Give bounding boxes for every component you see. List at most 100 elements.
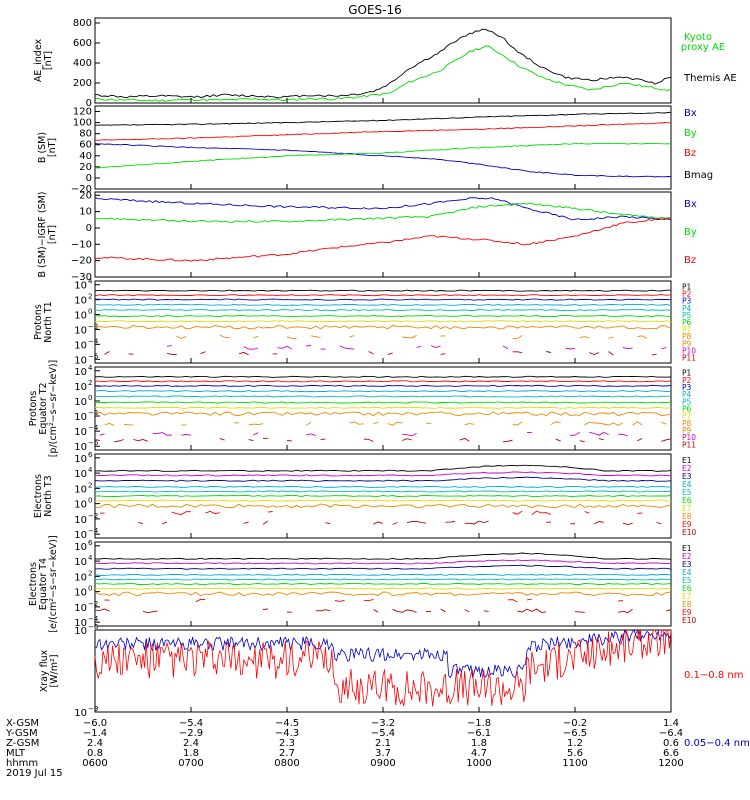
legend-bz: Bz (684, 255, 696, 266)
ylabel-line: B (SM) (37, 132, 48, 163)
ytick-exponent: −4 (88, 527, 99, 535)
ytick-base: 10 (74, 618, 87, 629)
flux-series-p3 (94, 384, 672, 387)
ytick-base: 10 (74, 325, 87, 336)
flux-series-p8 (94, 411, 672, 417)
flux-series-e8 (94, 591, 672, 597)
legend-e2: E2 (682, 464, 692, 473)
xaxis-cell-mlt: 3.7 (375, 748, 391, 759)
ytick-base: 10 (74, 397, 87, 408)
ytick-label: 800 (73, 18, 92, 29)
flux-series-e9 (100, 511, 662, 515)
legend-e6: E6 (682, 584, 692, 593)
flux-series-e8 (94, 503, 672, 509)
ytick-label: 20 (79, 190, 92, 201)
ytick-label: 10 (79, 207, 92, 218)
xaxis-cell-y: −6.1 (467, 728, 491, 739)
ytick-base: 10 (74, 542, 87, 553)
ytick-exponent: −6 (88, 352, 99, 360)
ytick-exponent: −2 (88, 322, 98, 330)
flux-series-e6 (94, 582, 672, 586)
bfield-series-bx (94, 142, 672, 178)
bfield-series-by (94, 202, 672, 223)
ylabel-line: AE_index (33, 39, 44, 83)
legend-p10: P10 (682, 346, 696, 355)
xaxis-cell-hhmm: 0700 (178, 758, 203, 769)
xaxis-cell-mlt: 4.7 (471, 748, 487, 759)
legend-p5: P5 (682, 397, 692, 406)
ylabel-line: Protons (28, 391, 39, 427)
ylabel-line: Electrons (33, 474, 44, 518)
legend-themis: Themis AE (683, 73, 737, 84)
xaxis-row-label: Z-GSM (6, 738, 39, 749)
legend-p4: P4 (682, 390, 692, 399)
xaxis-cell-hhmm: 1000 (466, 758, 491, 769)
ytick-exponent: 6 (88, 539, 93, 547)
xaxis-row-label: 2019 Jul 15 (6, 768, 63, 779)
ae-series-themis (94, 28, 672, 99)
flux-ylabel-3: Protons North T1 (33, 301, 54, 342)
ylabel-line: Equator T2 (38, 382, 49, 434)
legend-by: By (684, 128, 697, 139)
ytick-label: 20 (79, 162, 92, 173)
ylabel-line: North T1 (43, 301, 54, 342)
legend-e3: E3 (682, 472, 692, 481)
xaxis-cell-mlt: 5.6 (567, 748, 583, 759)
legend-e5: E5 (682, 488, 692, 497)
ytick-base: 10 (74, 708, 87, 719)
flux-series-p7 (94, 406, 672, 409)
ytick-exponent: −2 (88, 600, 98, 608)
flux-series-e4 (94, 573, 672, 576)
xaxis-cell-y: −1.4 (83, 728, 107, 739)
legend-e2: E2 (682, 552, 692, 561)
legend-p9: P9 (682, 339, 692, 348)
ytick-exponent: −6 (88, 439, 99, 447)
legend-p1: P1 (682, 283, 692, 292)
bfield-series-bz (94, 122, 671, 141)
flux-series-p1 (94, 289, 671, 292)
ytick-base: 10 (74, 454, 87, 465)
legend-e9: E9 (682, 608, 692, 617)
ytick-base: 10 (74, 603, 87, 614)
flux-series-p8 (94, 324, 672, 330)
flux-series-p2 (95, 380, 672, 383)
ytick-exponent: 0 (88, 585, 92, 593)
flux-series-e9 (105, 599, 647, 602)
legend-p2: P2 (682, 290, 692, 299)
legend-e10: E10 (682, 528, 697, 537)
flux-series-p3 (95, 298, 672, 301)
ylabel-line: [e/(cm²−s−sr−keV)] (48, 535, 59, 632)
legend-e7: E7 (682, 592, 692, 601)
figure-title: GOES-16 (348, 3, 402, 17)
ytick-base: 10 (74, 296, 87, 307)
flux-series-e5 (94, 578, 672, 581)
ae-ylabel: AE_index [nT] (33, 39, 54, 83)
legend-bx: Bx (684, 199, 697, 210)
legend-p7: P7 (682, 325, 692, 334)
xaxis-cell-x: −4.5 (275, 718, 299, 729)
xaxis-cell-y: −6.5 (563, 728, 587, 739)
xaxis-row-label: Y-GSM (5, 728, 38, 739)
ae-panel-frame (94, 17, 672, 104)
xaxis-cell-mlt: 0.8 (87, 748, 103, 759)
ytick-base: 10 (74, 588, 87, 599)
ytick-exponent: 2 (88, 379, 92, 387)
xaxis-cell-mlt: 1.8 (183, 748, 199, 759)
ytick-base: 10 (74, 367, 87, 378)
flux-series-p1 (94, 375, 672, 378)
ytick-label: 0 (86, 98, 92, 109)
ytick-label: 200 (73, 78, 92, 89)
ytick-base: 10 (74, 427, 87, 438)
legend-p8: P8 (682, 419, 692, 428)
bfield-panel-frame-1 (94, 105, 672, 190)
legend-xray-short: 0.05−0.4 nm (684, 738, 750, 749)
flux-series-p11 (105, 352, 671, 356)
legend-e4: E4 (682, 568, 692, 577)
ytick-exponent: 2 (88, 293, 92, 301)
bfield-ylabel-1: B (SM) [nT] (37, 132, 58, 163)
legend-p8: P8 (682, 332, 692, 341)
flux-series-p9 (104, 421, 667, 426)
xaxis-cell-x: −1.8 (467, 718, 491, 729)
